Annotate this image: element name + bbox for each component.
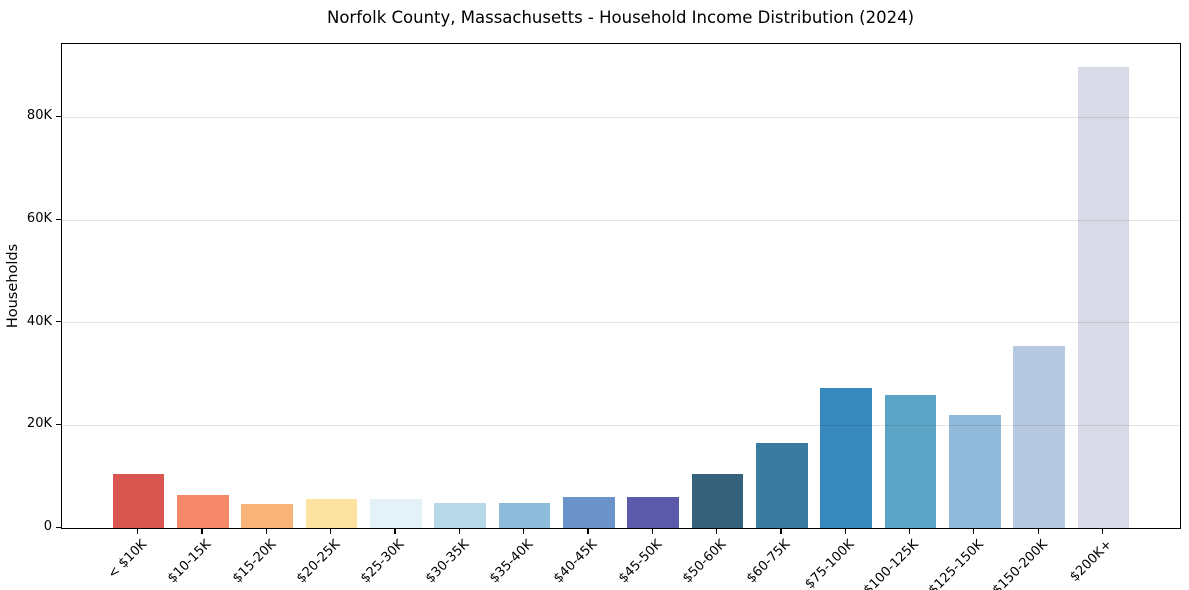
bar-< $10K bbox=[112, 474, 165, 528]
x-tick-label: $25-30K bbox=[358, 537, 408, 587]
y-tick-label: 20K bbox=[26, 416, 52, 432]
gridline-20000 bbox=[62, 424, 1180, 426]
x-tick-mark bbox=[908, 529, 911, 534]
x-tick-label: $50-60K bbox=[679, 537, 730, 587]
bar-$20-25K bbox=[305, 499, 358, 528]
bar-$25-30K bbox=[370, 498, 422, 528]
bar-$45-50K bbox=[627, 497, 679, 528]
x-tick-mark bbox=[394, 529, 396, 534]
x-tick-label: $40-45K bbox=[551, 537, 601, 587]
x-tick-label: $200K+ bbox=[1067, 537, 1116, 585]
bar-$50-60K bbox=[691, 474, 744, 528]
bar-$35-40K bbox=[498, 502, 551, 528]
x-tick-mark bbox=[973, 529, 975, 534]
bar-$10-15K bbox=[177, 495, 229, 528]
bar-$100-125K bbox=[884, 395, 937, 528]
y-tick-label: 40K bbox=[26, 313, 52, 329]
y-tick-mark bbox=[56, 526, 61, 528]
y-tick-mark bbox=[56, 321, 61, 323]
x-tick-mark bbox=[780, 529, 782, 534]
x-tick-label: $75-100K bbox=[802, 537, 858, 590]
x-tick-mark bbox=[458, 529, 460, 534]
bar-$75-100K bbox=[820, 388, 872, 528]
x-tick-mark bbox=[1037, 529, 1039, 534]
x-tick-label: $60-75K bbox=[744, 537, 794, 587]
gridline-80000 bbox=[62, 116, 1180, 118]
x-tick-label: $100-125K bbox=[861, 537, 923, 590]
x-tick-label: $150-200K bbox=[989, 537, 1051, 590]
x-tick-label: $30-35K bbox=[422, 537, 472, 587]
y-tick-label: 60K bbox=[26, 211, 52, 226]
bar-$60-75K bbox=[756, 442, 808, 528]
x-tick-mark bbox=[715, 529, 718, 534]
x-tick-mark bbox=[330, 529, 332, 534]
y-tick-mark bbox=[56, 218, 61, 220]
y-tick-mark bbox=[56, 423, 61, 426]
y-tick-label: 0 bbox=[43, 519, 52, 534]
x-tick-label: $125-150K bbox=[925, 537, 987, 590]
x-tick-label: $10-15K bbox=[165, 537, 215, 587]
x-tick-mark bbox=[651, 529, 653, 534]
x-tick-label: $20-25K bbox=[293, 537, 344, 587]
x-tick-mark bbox=[201, 529, 203, 534]
x-tick-label: $45-50K bbox=[615, 537, 665, 587]
x-tick-label: < $10K bbox=[105, 537, 151, 582]
bar-$30-35K bbox=[434, 503, 486, 528]
gridline-60000 bbox=[62, 219, 1180, 221]
x-tick-mark bbox=[587, 529, 589, 534]
bar-$125-150K bbox=[949, 415, 1001, 528]
y-tick-label: 80K bbox=[26, 108, 52, 124]
x-tick-mark bbox=[1101, 529, 1104, 534]
bar-$200K+ bbox=[1077, 67, 1130, 528]
x-tick-mark bbox=[265, 529, 267, 534]
x-tick-mark bbox=[844, 529, 846, 534]
x-tick-mark bbox=[523, 529, 525, 534]
gridline-40000 bbox=[62, 322, 1180, 324]
x-tick-label: $35-40K bbox=[486, 537, 537, 587]
bar-$40-45K bbox=[563, 497, 615, 528]
y-tick-mark bbox=[56, 115, 61, 118]
x-tick-mark bbox=[137, 529, 139, 534]
x-tick-label: $15-20K bbox=[229, 537, 279, 587]
bar-$15-20K bbox=[241, 504, 293, 528]
bar-$150-200K bbox=[1013, 346, 1065, 528]
plot-area bbox=[61, 43, 1181, 529]
chart-title: Norfolk County, Massachusetts - Househol… bbox=[326, 8, 915, 27]
